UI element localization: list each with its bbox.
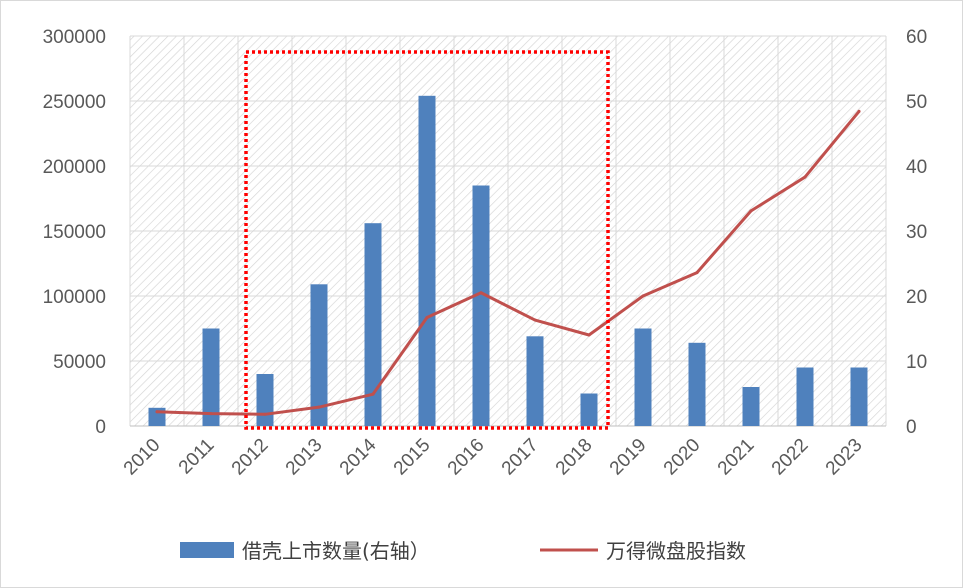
x-tick-label: 2010 bbox=[120, 435, 165, 480]
bar-2020 bbox=[688, 342, 706, 426]
x-tick-label: 2021 bbox=[714, 435, 759, 480]
legend-bar-label: 借壳上市数量(右轴） bbox=[242, 539, 430, 563]
y-right-tick-label: 40 bbox=[906, 157, 927, 178]
line-point-2014 bbox=[371, 392, 375, 396]
legend: 借壳上市数量(右轴） 万得微盘股指数 bbox=[180, 539, 746, 563]
line-point-2012 bbox=[263, 412, 267, 416]
x-tick-label: 2013 bbox=[282, 435, 327, 480]
y-left-tick-label: 250000 bbox=[43, 92, 106, 113]
line-point-2018 bbox=[587, 333, 591, 337]
y-left-tick-label: 300000 bbox=[43, 27, 106, 48]
line-point-2021 bbox=[749, 209, 753, 213]
bar-2011 bbox=[202, 328, 220, 426]
y-right-tick-label: 10 bbox=[906, 352, 927, 373]
y-left-tick-label: 150000 bbox=[43, 222, 106, 243]
y-axis-left: 0 50000 100000 150000 200000 250000 300000 bbox=[43, 27, 106, 438]
line-point-2022 bbox=[803, 175, 807, 179]
bar-2019 bbox=[634, 328, 652, 426]
y-right-tick-label: 60 bbox=[906, 27, 927, 48]
bar-2018 bbox=[580, 393, 598, 426]
y-right-tick-label: 50 bbox=[906, 92, 927, 113]
x-tick-label: 2020 bbox=[660, 435, 705, 480]
bar-2015 bbox=[418, 95, 436, 427]
x-tick-label: 2012 bbox=[228, 435, 273, 480]
line-point-2013 bbox=[317, 405, 321, 409]
y-left-tick-label: 0 bbox=[95, 417, 106, 438]
x-tick-label: 2016 bbox=[444, 435, 489, 480]
x-tick-label: 2014 bbox=[336, 434, 381, 479]
bar-2023 bbox=[850, 367, 868, 426]
y-right-tick-label: 0 bbox=[906, 417, 917, 438]
x-tick-label: 2018 bbox=[552, 435, 597, 480]
y-left-tick-label: 100000 bbox=[43, 287, 106, 308]
bar-2017 bbox=[526, 336, 544, 426]
highlight-box bbox=[244, 50, 610, 430]
x-axis: 2010 2011 2012 2013 2014 2015 2016 2017 2018 2019… bbox=[120, 434, 867, 479]
line-point-2015 bbox=[425, 315, 429, 319]
x-tick-label: 2011 bbox=[175, 435, 219, 479]
x-tick-label: 2017 bbox=[498, 435, 543, 480]
x-tick-label: 2015 bbox=[390, 435, 435, 480]
bar-2022 bbox=[796, 367, 814, 426]
line-series bbox=[155, 109, 861, 416]
line-point-2020 bbox=[695, 271, 699, 275]
x-tick-label: 2023 bbox=[822, 435, 867, 480]
bar-2013 bbox=[310, 284, 328, 426]
y-right-tick-label: 30 bbox=[906, 222, 927, 243]
y-left-tick-label: 200000 bbox=[43, 157, 106, 178]
y-left-tick-label: 50000 bbox=[53, 352, 106, 373]
line-point-2010 bbox=[155, 410, 159, 414]
bar-2016 bbox=[472, 185, 490, 426]
bar-2012 bbox=[256, 374, 274, 426]
legend-line-label: 万得微盘股指数 bbox=[606, 539, 746, 563]
bar-2021 bbox=[742, 387, 760, 426]
bar-2014 bbox=[364, 223, 382, 426]
highlight-rect bbox=[244, 50, 610, 430]
x-tick-label: 2022 bbox=[768, 435, 813, 480]
line-point-2019 bbox=[641, 294, 645, 298]
y-axis-right: 0 10 20 30 40 50 60 bbox=[906, 27, 927, 438]
line-point-2011 bbox=[209, 412, 213, 416]
bar-series bbox=[148, 95, 868, 427]
line-point-2017 bbox=[533, 318, 537, 322]
line-point-2016 bbox=[479, 291, 483, 295]
legend-bar-swatch bbox=[180, 542, 234, 558]
x-tick-label: 2019 bbox=[606, 435, 651, 480]
line-point-2023 bbox=[857, 109, 861, 113]
y-right-tick-label: 20 bbox=[906, 287, 927, 308]
line-path bbox=[155, 109, 861, 416]
gridlines bbox=[129, 35, 887, 427]
